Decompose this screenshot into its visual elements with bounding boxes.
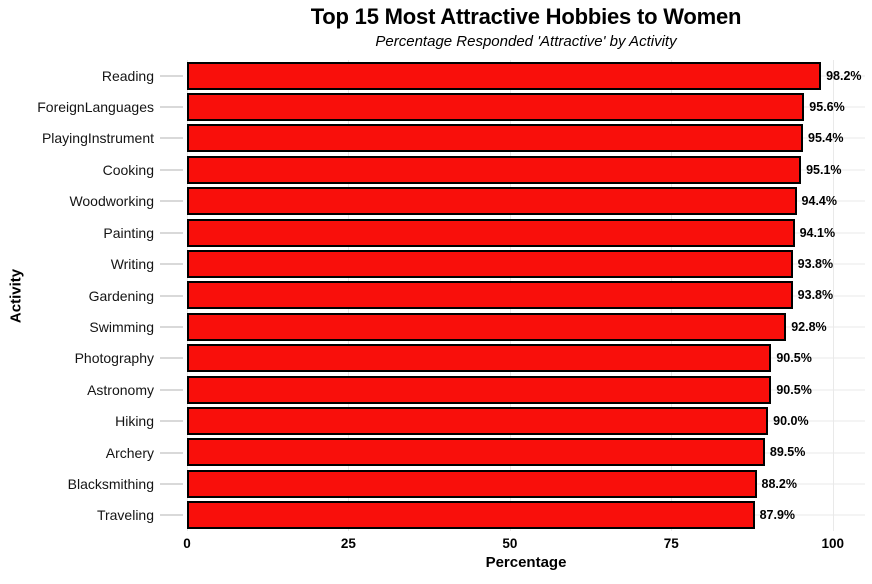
y-axis-category-labels: Reading ForeignLanguages PlayingInstrument… xyxy=(0,60,154,531)
category-label: Painting xyxy=(103,224,154,241)
bar-row: 93.8% xyxy=(187,248,865,279)
bar xyxy=(187,407,769,436)
value-label: 93.8% xyxy=(797,257,834,272)
bar xyxy=(187,312,787,341)
category-label: PlayingInstrument xyxy=(41,130,154,147)
bar-row: 95.6% xyxy=(187,91,865,122)
bar xyxy=(187,218,795,247)
category-label: Blacksmithing xyxy=(67,475,154,492)
category-label: Photography xyxy=(74,350,154,367)
category-label: Astronomy xyxy=(87,381,154,398)
bar-row: 89.5% xyxy=(187,437,865,468)
bar-row: 90.0% xyxy=(187,405,865,436)
bar xyxy=(187,93,805,122)
bar-row: 94.1% xyxy=(187,217,865,248)
bar xyxy=(187,501,755,530)
bar xyxy=(187,187,797,216)
y-axis-title: Activity xyxy=(7,268,25,324)
category-label: Cooking xyxy=(102,161,154,178)
category-label: Hiking xyxy=(115,413,154,430)
bar xyxy=(187,281,793,310)
y-axis-tick xyxy=(160,482,183,485)
category-label: Reading xyxy=(101,67,154,84)
value-label: 92.8% xyxy=(791,319,827,334)
chart-subtitle: Percentage Responded 'Attractive' by Act… xyxy=(375,33,677,50)
y-axis-tick xyxy=(160,357,183,360)
value-label: 87.9% xyxy=(759,508,796,523)
category-label: Swimming xyxy=(89,318,154,335)
bar-row: 93.8% xyxy=(187,280,865,311)
y-axis-tick xyxy=(160,325,183,328)
y-axis-tick xyxy=(160,168,183,171)
x-tick-label: 25 xyxy=(340,536,356,551)
y-axis-tick xyxy=(160,420,183,423)
value-label: 93.8% xyxy=(797,288,834,303)
bar-row: 95.1% xyxy=(187,154,865,185)
y-axis-tick xyxy=(160,200,183,203)
x-tick-label: 0 xyxy=(183,536,191,551)
bar-row: 88.2% xyxy=(187,468,865,499)
value-label: 90.0% xyxy=(773,414,809,429)
y-axis-tick xyxy=(160,263,183,266)
bar-row: 94.4% xyxy=(187,186,865,217)
y-axis-tick xyxy=(160,514,183,517)
value-label: 94.1% xyxy=(799,225,836,240)
bar-row: 90.5% xyxy=(187,343,865,374)
y-axis-tick xyxy=(160,451,183,454)
x-tick-label: 50 xyxy=(502,536,518,551)
y-axis-tick xyxy=(160,74,183,77)
value-label: 95.1% xyxy=(806,162,842,177)
category-label: Gardening xyxy=(88,287,154,304)
bar-row: 87.9% xyxy=(187,500,865,531)
value-label: 95.6% xyxy=(809,100,845,115)
bar xyxy=(187,124,803,153)
bar xyxy=(187,61,822,90)
bar-row: 90.5% xyxy=(187,374,865,405)
bar-row: 98.2% xyxy=(187,60,865,91)
bar-row: 92.8% xyxy=(187,311,865,342)
y-axis-tick xyxy=(160,388,183,391)
category-label: Archery xyxy=(105,444,154,461)
category-label: ForeignLanguages xyxy=(37,99,154,116)
y-axis-tick xyxy=(160,106,183,109)
bar xyxy=(187,155,802,184)
value-label: 90.5% xyxy=(776,382,812,397)
bar xyxy=(187,250,793,279)
value-label: 94.4% xyxy=(801,194,837,209)
value-label: 98.2% xyxy=(826,68,862,83)
x-axis-title: Percentage xyxy=(485,554,567,571)
value-label: 95.4% xyxy=(808,131,844,146)
y-axis-tick xyxy=(160,231,183,234)
bar-row: 95.4% xyxy=(187,123,865,154)
x-tick-label: 75 xyxy=(663,536,679,551)
chart-title: Top 15 Most Attractive Hobbies to Women xyxy=(310,4,742,29)
bar xyxy=(187,469,757,498)
bar xyxy=(187,438,765,467)
category-label: Writing xyxy=(110,256,154,273)
value-label: 90.5% xyxy=(776,351,812,366)
category-label: Woodworking xyxy=(69,193,154,210)
bar xyxy=(187,344,772,373)
category-label: Traveling xyxy=(96,507,154,524)
value-label: 88.2% xyxy=(761,476,797,491)
x-tick-label: 100 xyxy=(821,536,844,551)
x-axis-tick-labels: 0 25 50 75 100 xyxy=(183,536,865,554)
y-axis-tick xyxy=(160,137,183,140)
value-label: 89.5% xyxy=(769,445,806,460)
y-axis-tick xyxy=(160,294,183,297)
bar xyxy=(187,375,772,404)
plot-panel: 98.2% 95.6% 95.4% 95.1% 94.4% 94.1% 93.8% 93.8%… xyxy=(160,60,865,531)
